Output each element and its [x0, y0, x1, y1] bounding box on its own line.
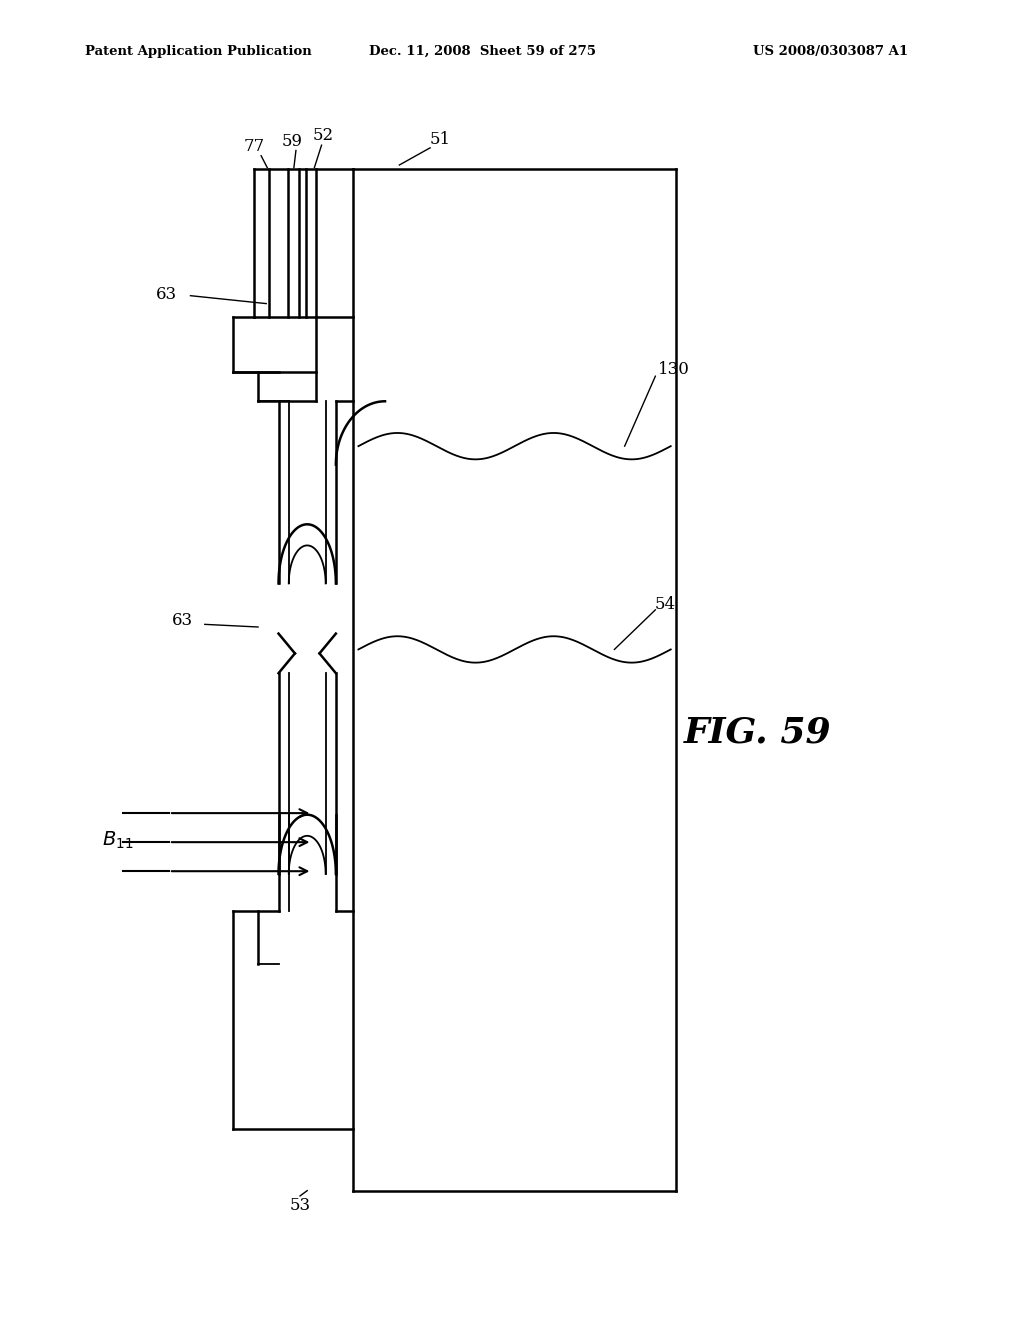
Text: 63: 63: [172, 612, 193, 628]
Text: Patent Application Publication: Patent Application Publication: [85, 45, 311, 58]
Text: 77: 77: [244, 139, 264, 154]
Text: $B_{11}$: $B_{11}$: [102, 830, 133, 851]
Text: 54: 54: [655, 597, 676, 612]
Text: 63: 63: [157, 286, 177, 302]
Text: Dec. 11, 2008  Sheet 59 of 275: Dec. 11, 2008 Sheet 59 of 275: [369, 45, 596, 58]
Text: US 2008/0303087 A1: US 2008/0303087 A1: [753, 45, 907, 58]
Text: 59: 59: [282, 133, 302, 149]
Text: 130: 130: [657, 362, 690, 378]
Text: 51: 51: [430, 132, 451, 148]
Text: 53: 53: [290, 1197, 310, 1213]
Text: 52: 52: [313, 128, 334, 144]
Text: FIG. 59: FIG. 59: [684, 715, 831, 750]
